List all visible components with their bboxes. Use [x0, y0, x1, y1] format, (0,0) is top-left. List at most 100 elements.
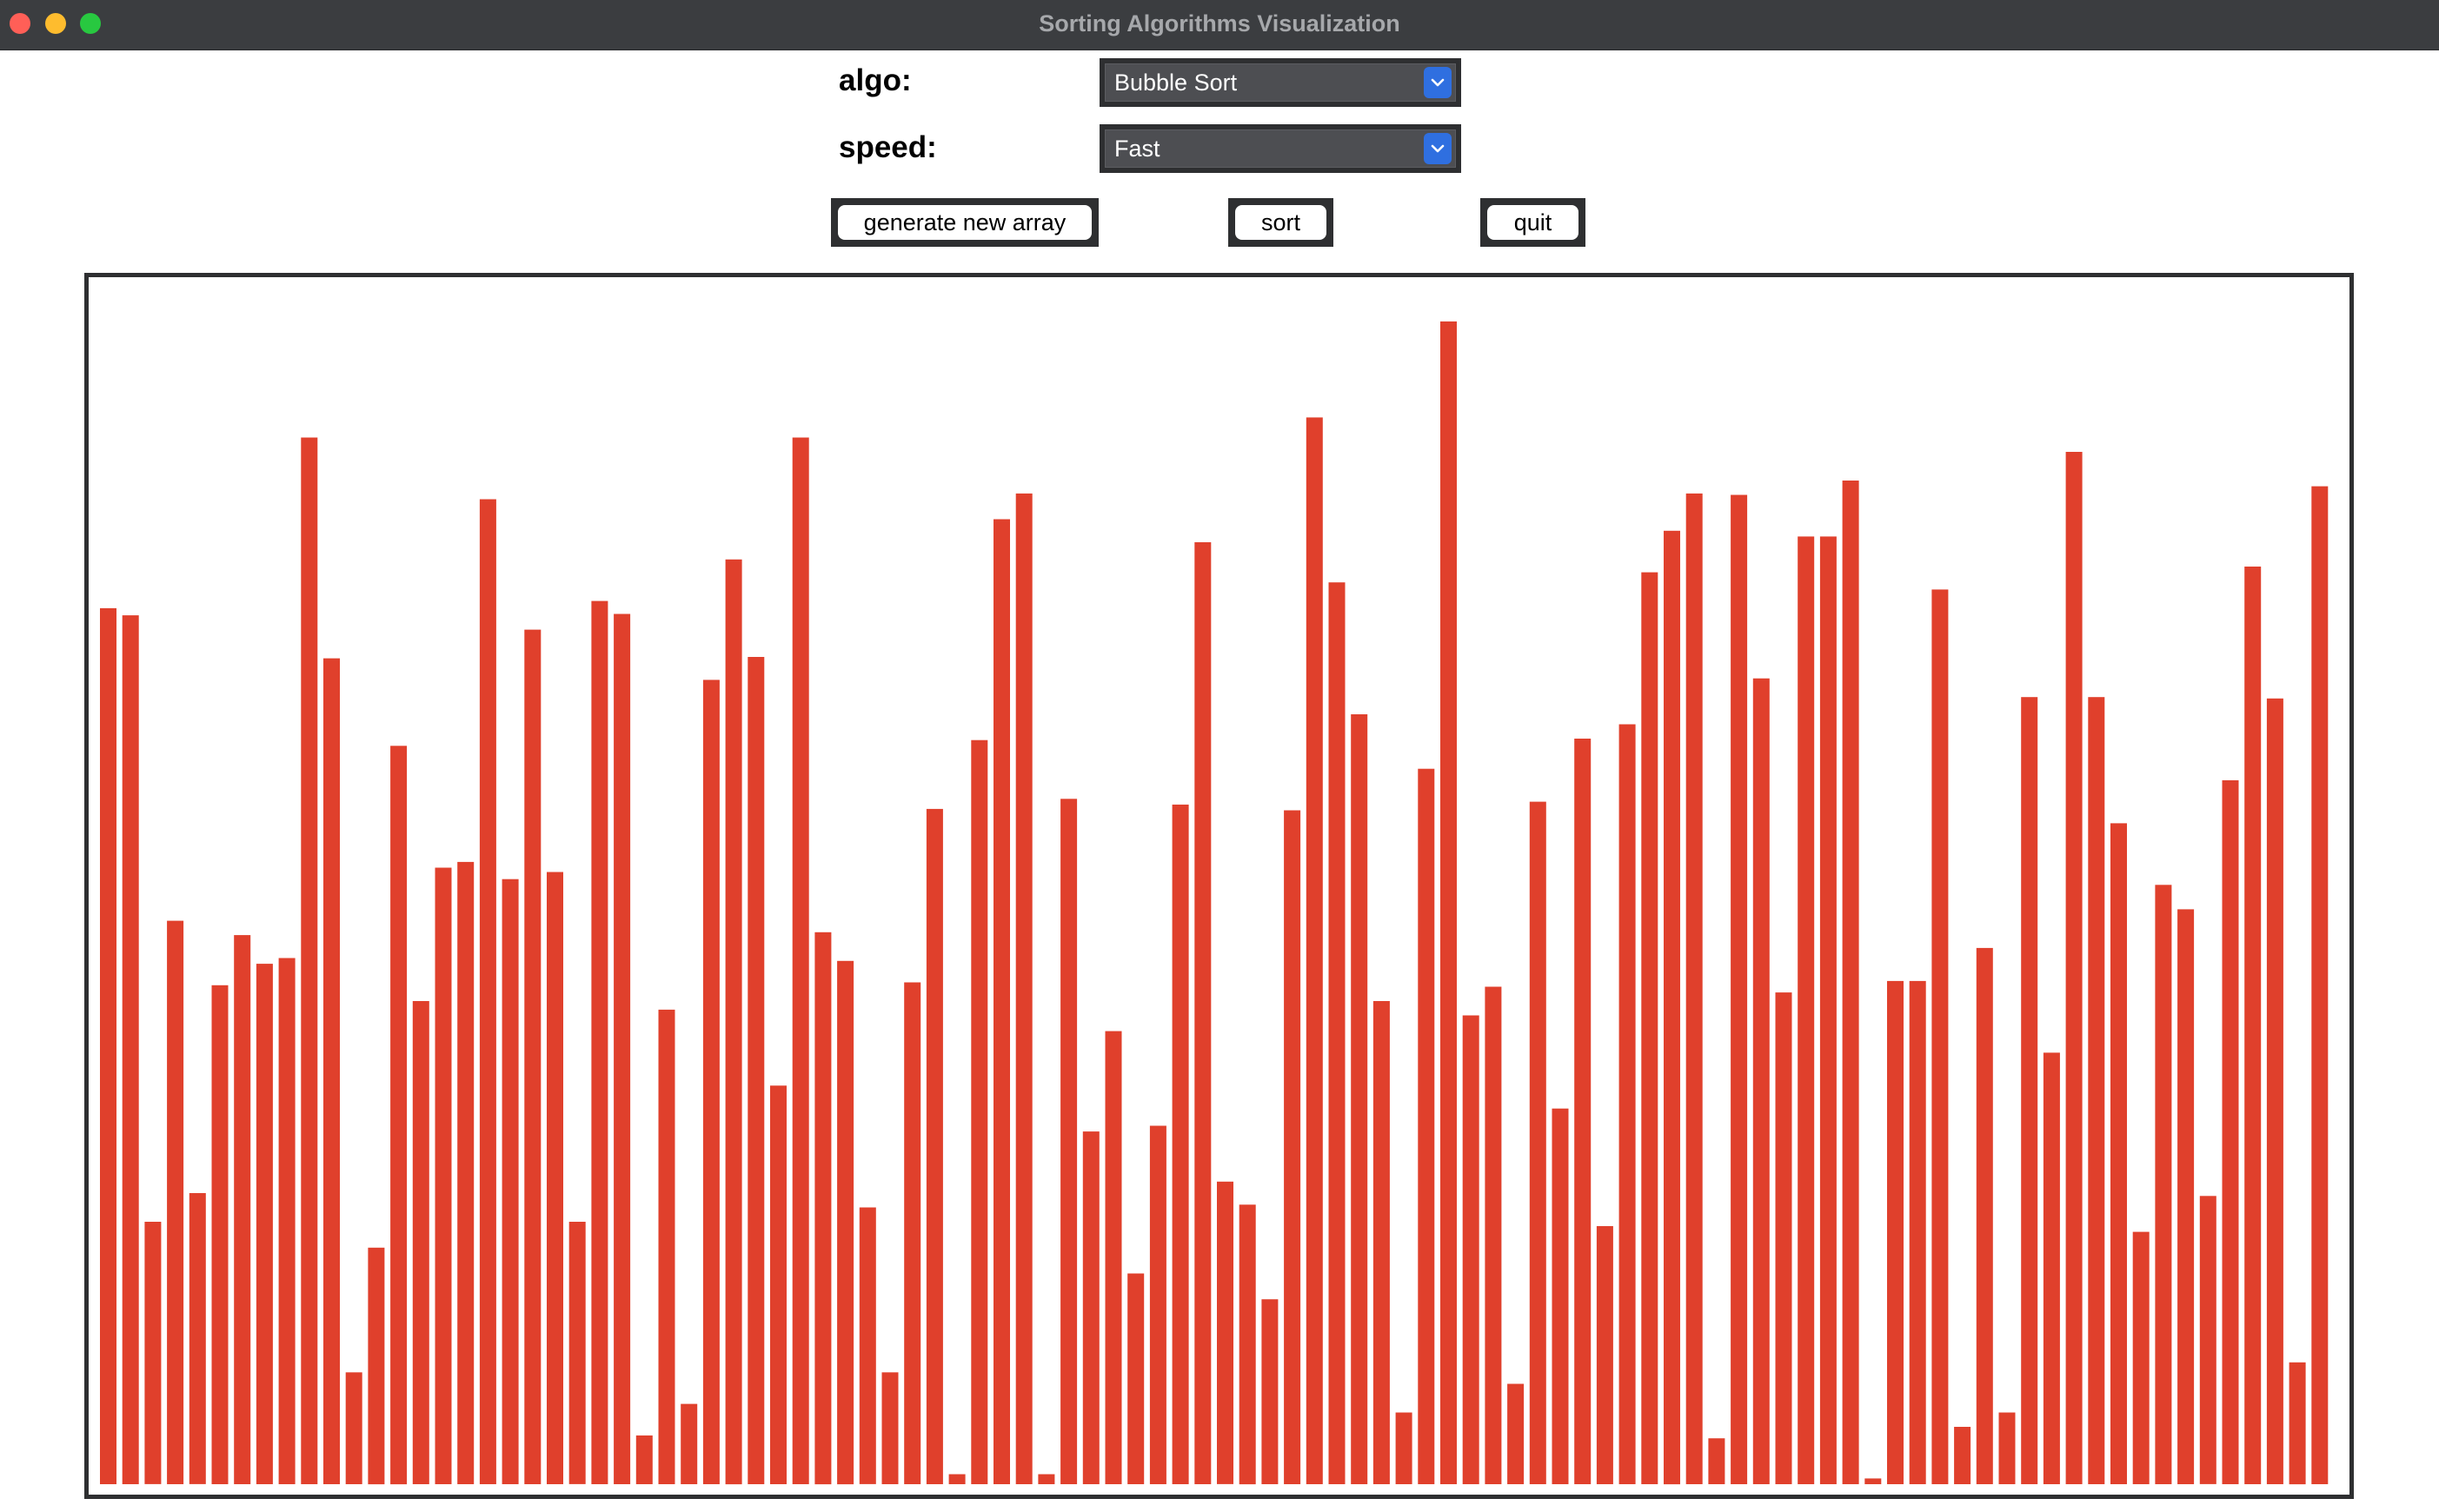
array-bar: [2110, 823, 2127, 1484]
bars-chart: [100, 321, 2329, 1485]
array-bar: [1105, 1031, 1122, 1484]
array-bar: [1172, 804, 1189, 1484]
array-bar: [368, 1247, 385, 1485]
array-bar: [1082, 1131, 1100, 1484]
speed-select[interactable]: Fast: [1100, 124, 1461, 173]
array-bar: [278, 958, 296, 1484]
array-bar: [1060, 799, 1078, 1484]
array-bar: [1372, 1001, 1390, 1484]
array-bar: [1685, 493, 1703, 1484]
algo-select-field[interactable]: Bubble Sort: [1105, 63, 1456, 102]
array-bar: [345, 1372, 362, 1484]
generate-new-array-frame: generate new array: [831, 198, 1099, 247]
array-bar: [770, 1085, 787, 1484]
generate-new-array-button[interactable]: generate new array: [838, 205, 1092, 240]
array-bar: [2199, 1196, 2216, 1484]
array-bar: [792, 437, 809, 1484]
array-bar: [1015, 493, 1033, 1484]
array-bar: [859, 1207, 876, 1484]
array-bar: [904, 982, 921, 1484]
quit-button[interactable]: quit: [1487, 205, 1578, 240]
array-bar: [681, 1403, 698, 1484]
array-bar: [2311, 486, 2329, 1484]
array-bar: [1909, 980, 1926, 1484]
array-bar: [547, 872, 563, 1484]
array-bar: [1596, 1226, 1613, 1484]
chevron-down-icon[interactable]: [1424, 133, 1452, 164]
array-bar: [926, 808, 943, 1484]
array-bar: [1485, 986, 1502, 1484]
speed-select-value: Fast: [1114, 136, 1160, 162]
array-bar: [1507, 1383, 1525, 1484]
array-bar: [614, 613, 631, 1484]
array-bar: [2266, 698, 2283, 1484]
algo-select[interactable]: Bubble Sort: [1100, 58, 1461, 107]
array-bar: [1641, 572, 1658, 1484]
array-bar: [2132, 1231, 2150, 1484]
array-bar: [1664, 530, 1680, 1485]
array-bar: [1127, 1273, 1145, 1484]
array-bar: [189, 1193, 206, 1484]
array-bar: [1574, 739, 1592, 1484]
speed-select-field[interactable]: Fast: [1105, 129, 1456, 168]
array-bar: [1618, 724, 1636, 1484]
array-bar: [1440, 321, 1457, 1484]
array-bar: [1529, 801, 1546, 1484]
array-bar: [881, 1372, 899, 1484]
zoom-window-icon[interactable]: [80, 13, 101, 34]
quit-frame: quit: [1480, 198, 1585, 247]
array-bar: [837, 960, 854, 1485]
array-bar: [1731, 494, 1748, 1484]
array-bar: [2155, 885, 2172, 1484]
array-bar: [1864, 1478, 1882, 1484]
array-bar: [502, 879, 519, 1484]
array-bar: [390, 746, 408, 1485]
array-bar: [1351, 714, 1368, 1484]
array-bar: [1775, 992, 1792, 1484]
array-bar: [167, 920, 184, 1484]
array-bar: [457, 861, 475, 1484]
array-bar: [100, 607, 116, 1484]
array-bar: [2222, 779, 2239, 1484]
array-bar: [1261, 1299, 1279, 1484]
array-bar: [144, 1222, 162, 1484]
array-bar: [725, 559, 742, 1485]
array-bar: [2244, 567, 2262, 1484]
array-bar: [1284, 810, 1301, 1484]
array-bar: [524, 629, 542, 1484]
array-bar: [1552, 1108, 1569, 1484]
array-bar: [814, 932, 832, 1485]
array-bar: [2088, 697, 2105, 1484]
array-bar: [1217, 1181, 1233, 1484]
array-bar: [971, 739, 988, 1484]
sort-frame: sort: [1228, 198, 1333, 247]
chevron-down-icon[interactable]: [1424, 67, 1452, 98]
speed-label: speed:: [839, 130, 937, 164]
array-bar: [1462, 1015, 1479, 1484]
array-bar: [1954, 1427, 1971, 1484]
minimize-window-icon[interactable]: [45, 13, 66, 34]
array-bar: [1976, 947, 1993, 1484]
window-title: Sorting Algorithms Visualization: [1039, 10, 1400, 36]
array-bar: [479, 499, 496, 1484]
array-bar: [2289, 1362, 2306, 1485]
close-window-icon[interactable]: [10, 13, 30, 34]
array-bar: [412, 1001, 429, 1484]
array-bar: [256, 964, 273, 1484]
array-bar: [591, 600, 608, 1484]
array-bar: [1819, 536, 1837, 1484]
array-bar: [435, 867, 452, 1484]
array-bar: [2043, 1052, 2060, 1484]
array-bar: [211, 985, 229, 1484]
array-bar: [1931, 589, 1949, 1484]
array-bar: [1842, 481, 1859, 1484]
array-bar: [1149, 1125, 1166, 1484]
array-bar: [2065, 452, 2083, 1484]
array-bar: [122, 615, 139, 1484]
array-bar: [1418, 768, 1435, 1484]
array-bar: [2177, 909, 2195, 1484]
array-bar: [1038, 1474, 1055, 1484]
sort-button[interactable]: sort: [1235, 205, 1326, 240]
array-bar: [1887, 980, 1904, 1484]
array-bar: [568, 1222, 586, 1484]
